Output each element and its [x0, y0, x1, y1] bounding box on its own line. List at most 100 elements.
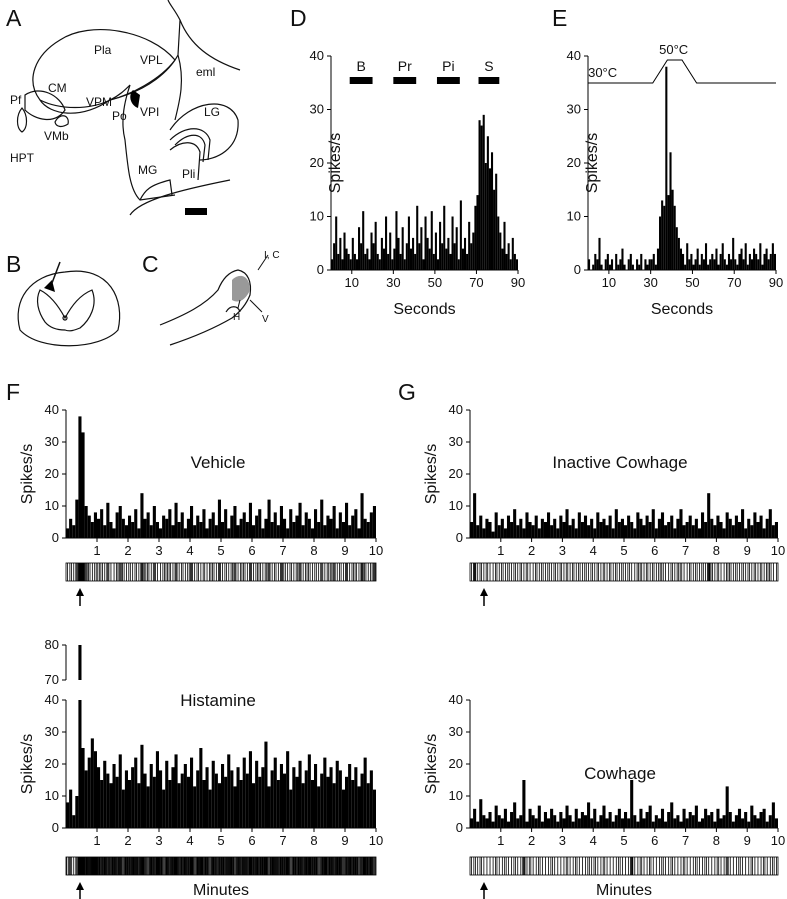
bar — [654, 815, 658, 828]
bar — [614, 509, 618, 538]
bar — [679, 821, 683, 828]
bar — [81, 432, 85, 538]
bar — [320, 773, 324, 828]
bar — [534, 818, 538, 828]
bar — [152, 506, 156, 538]
bar — [675, 227, 678, 270]
bar — [301, 525, 305, 538]
bar — [273, 757, 277, 828]
bar — [476, 525, 480, 538]
bar — [713, 259, 716, 270]
bar — [507, 243, 510, 270]
bar — [543, 812, 547, 828]
bar — [491, 821, 495, 828]
x-axis-label: Seconds — [393, 301, 455, 318]
bar — [124, 525, 128, 538]
bar — [731, 525, 735, 538]
bar — [627, 515, 631, 538]
x-tick-label: 8 — [713, 833, 720, 848]
bar — [590, 818, 594, 828]
bar — [725, 786, 729, 828]
bar — [742, 259, 745, 270]
y-tick-label: 30 — [449, 434, 463, 449]
bar — [491, 531, 495, 538]
bar — [565, 805, 569, 828]
bar — [731, 821, 735, 828]
bar — [370, 232, 373, 270]
bar — [463, 237, 467, 270]
bar — [217, 783, 221, 828]
bar — [320, 499, 324, 538]
bar — [704, 243, 708, 270]
bar — [511, 237, 514, 270]
bar — [610, 259, 614, 270]
x-tick-label: 5 — [217, 543, 224, 558]
bar — [131, 522, 135, 538]
bar — [624, 812, 628, 828]
bar — [531, 815, 535, 828]
bar — [550, 525, 554, 538]
bar — [407, 216, 410, 270]
bar — [670, 515, 674, 538]
bar — [614, 815, 618, 828]
panel-label: F — [6, 379, 20, 405]
bar — [623, 264, 626, 270]
panel-label: A — [6, 5, 22, 31]
bar — [180, 773, 184, 828]
bar — [716, 808, 720, 828]
bar — [753, 512, 757, 538]
bar — [103, 760, 107, 828]
bar — [667, 522, 671, 538]
bar — [730, 259, 733, 270]
bar — [495, 173, 498, 270]
bar — [165, 518, 169, 538]
bar — [149, 525, 153, 538]
bar — [476, 195, 479, 270]
chart-title: Vehicle — [191, 453, 246, 472]
bar — [248, 502, 252, 538]
panel-label: E — [552, 5, 567, 31]
bar — [351, 237, 354, 270]
bar — [441, 243, 444, 270]
bar — [654, 264, 657, 270]
bar — [598, 237, 601, 270]
bar — [710, 518, 714, 538]
bar — [734, 259, 737, 270]
bar — [298, 760, 302, 828]
bar — [759, 243, 762, 270]
bar — [717, 264, 720, 270]
bar — [84, 506, 88, 538]
bar — [577, 818, 581, 828]
bar — [494, 805, 498, 828]
bar — [348, 764, 352, 828]
bar — [660, 808, 665, 828]
hand-drawing — [159, 254, 269, 346]
anatomy-label: Pla — [94, 43, 112, 57]
x-tick-label: 6 — [651, 833, 658, 848]
bar — [587, 802, 591, 828]
bar — [571, 821, 575, 828]
bar — [128, 780, 132, 828]
bar — [345, 776, 349, 828]
bar — [298, 502, 302, 538]
bar — [593, 808, 597, 828]
bar — [372, 243, 375, 270]
stimulus-label: Pi — [442, 58, 454, 74]
bar — [128, 515, 132, 538]
bar — [617, 264, 620, 270]
bar — [577, 512, 581, 538]
bar — [354, 509, 358, 538]
y-tick-label: 30 — [45, 434, 59, 449]
bar — [522, 780, 526, 828]
bar — [466, 253, 469, 270]
bar — [506, 515, 511, 538]
x-tick-label: 3 — [155, 833, 162, 848]
bar — [694, 805, 698, 828]
bar — [580, 812, 584, 828]
bar — [221, 764, 225, 828]
bar — [335, 216, 338, 270]
x-tick-label: 2 — [528, 543, 535, 558]
bar — [639, 808, 643, 828]
bar — [115, 512, 119, 538]
bar — [357, 528, 361, 538]
